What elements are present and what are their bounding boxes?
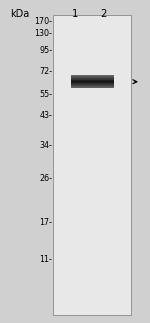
Bar [71, 82, 114, 83]
Text: 95-: 95- [39, 46, 52, 55]
Bar [71, 83, 114, 84]
Text: kDa: kDa [10, 9, 29, 19]
Text: 1: 1 [72, 9, 78, 19]
Text: 11-: 11- [39, 255, 52, 264]
Bar [71, 79, 114, 80]
Text: 43-: 43- [39, 111, 52, 120]
Bar [71, 76, 114, 77]
Bar [71, 87, 114, 88]
Bar [71, 81, 114, 82]
Bar [71, 84, 114, 85]
Text: 72-: 72- [39, 67, 52, 76]
Bar [71, 85, 114, 86]
Text: 26-: 26- [39, 174, 52, 183]
Bar [71, 78, 114, 79]
Text: 130-: 130- [34, 29, 52, 38]
Text: 170-: 170- [34, 17, 52, 26]
Bar [71, 77, 114, 78]
Bar [53, 15, 131, 315]
Bar [71, 75, 114, 76]
Text: 17-: 17- [39, 218, 52, 227]
Text: 34-: 34- [39, 141, 52, 150]
Text: 2: 2 [100, 9, 107, 19]
Bar [71, 86, 114, 87]
Text: 55-: 55- [39, 90, 52, 99]
Bar [71, 80, 114, 81]
